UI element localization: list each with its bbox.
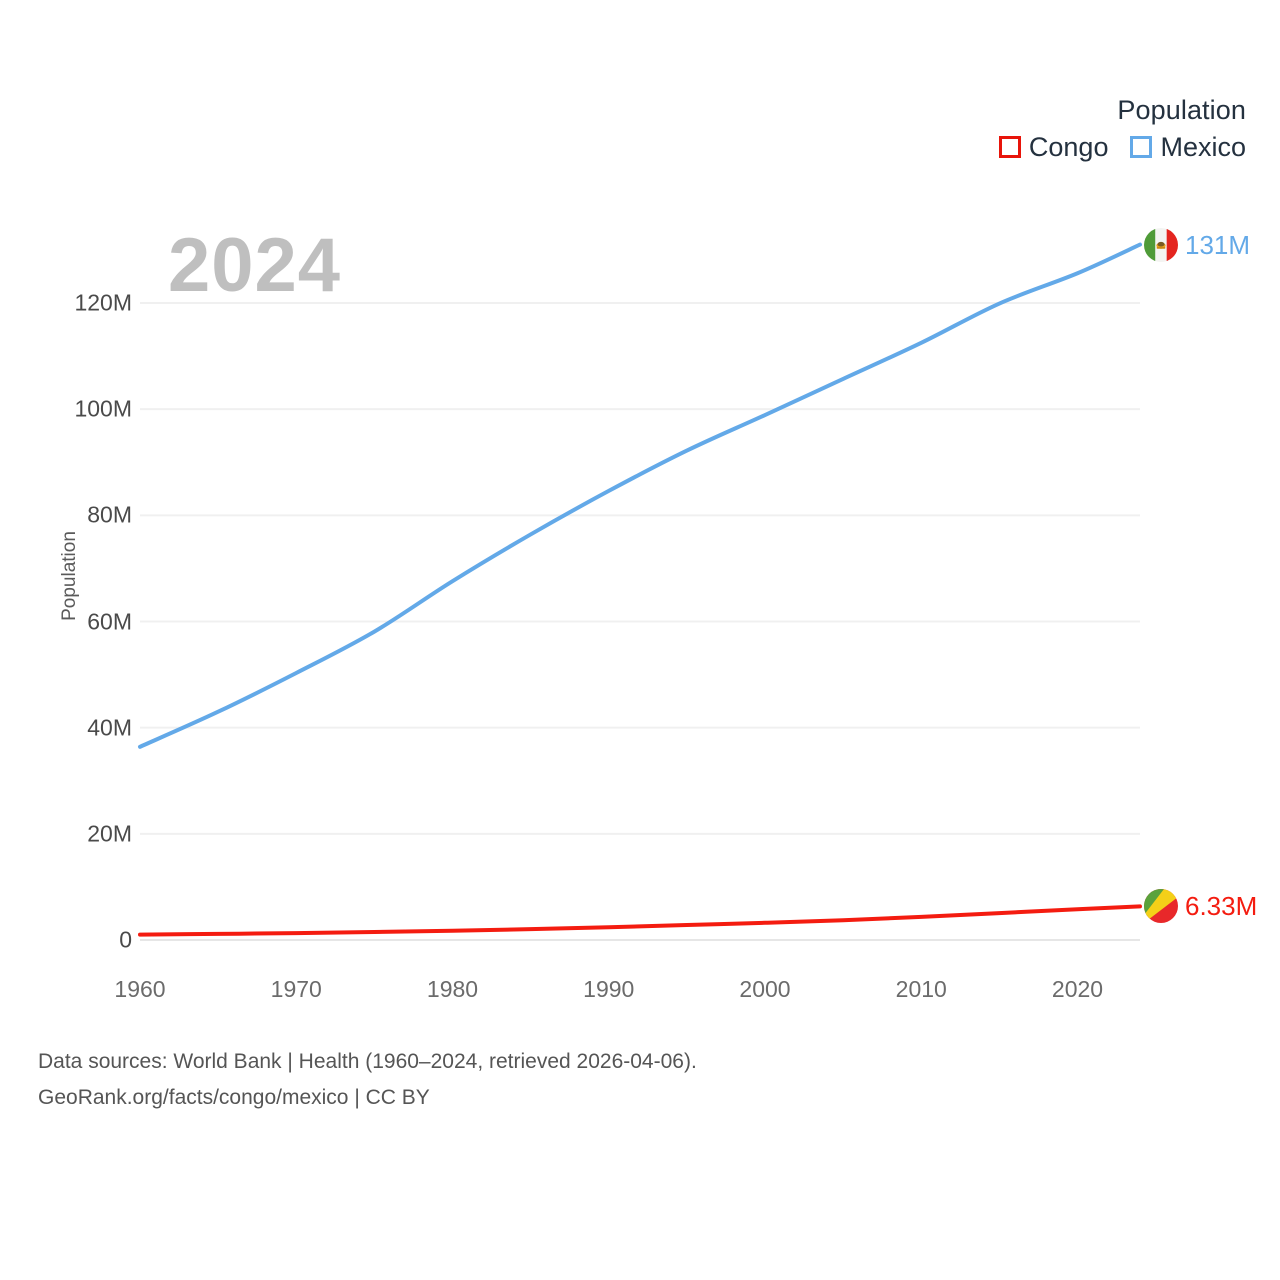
end-label-mexico: 131M xyxy=(1144,227,1251,262)
y-tick-label: 20M xyxy=(87,820,132,847)
y-tick-label: 0 xyxy=(119,926,132,953)
x-tick-label: 2010 xyxy=(895,976,947,1002)
x-tick-label: 1990 xyxy=(583,976,635,1002)
x-tick-label: 1980 xyxy=(426,976,479,1002)
footer-line-2: GeoRank.org/facts/congo/mexico | CC BY xyxy=(38,1086,430,1110)
x-tick-label: 2000 xyxy=(739,976,791,1002)
footer-credits: Data sources: World Bank | Health (1960–… xyxy=(38,1044,697,1116)
x-tick-label: 1970 xyxy=(270,976,322,1002)
legend-label-congo: Congo xyxy=(1028,131,1109,162)
footer-line-1: Data sources: World Bank | Health (1960–… xyxy=(38,1050,697,1073)
series-line-mexico xyxy=(138,242,1142,749)
legend-items: Congo Mexico xyxy=(998,131,1246,162)
legend-swatch-congo-icon xyxy=(998,136,1021,159)
congo-flag-icon xyxy=(1144,889,1178,924)
legend: Population Congo Mexico xyxy=(998,95,1246,162)
y-tick-label: 100M xyxy=(74,395,132,422)
y-tick-label: 60M xyxy=(87,608,132,634)
gridlines xyxy=(140,302,1140,941)
end-value-congo: 6.33M xyxy=(1185,891,1258,922)
series-lines xyxy=(138,242,1142,937)
end-value-mexico: 131M xyxy=(1185,229,1251,260)
y-axis-ticks: 0 20M 40M 60M 80M 100M 120M xyxy=(0,0,132,1280)
y-tick-label: 120M xyxy=(74,289,132,316)
mexico-flag-icon xyxy=(1144,227,1178,262)
end-label-congo: 6.33M xyxy=(1144,889,1258,924)
legend-title: Population xyxy=(1117,95,1246,125)
x-axis-ticks: 1960 1970 1980 1990 2000 2010 2020 xyxy=(0,976,1280,1016)
legend-swatch-mexico-icon xyxy=(1130,136,1153,159)
legend-item-mexico[interactable]: Mexico xyxy=(1130,131,1246,162)
x-tick-label: 1960 xyxy=(114,976,166,1002)
legend-label-mexico: Mexico xyxy=(1160,131,1246,162)
year-watermark: 2024 xyxy=(168,223,342,308)
y-tick-label: 40M xyxy=(87,714,132,741)
series-line-congo xyxy=(138,904,1142,937)
legend-item-congo[interactable]: Congo xyxy=(998,131,1109,162)
y-tick-label: 80M xyxy=(87,501,132,528)
x-tick-label: 2020 xyxy=(1051,976,1104,1002)
